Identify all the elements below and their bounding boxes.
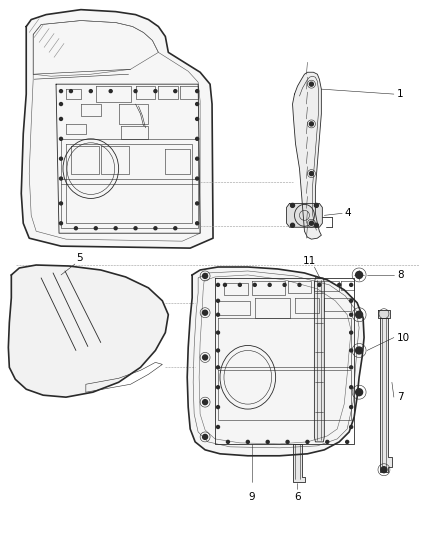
Circle shape (216, 425, 219, 429)
Circle shape (89, 90, 92, 93)
Circle shape (109, 90, 112, 93)
Circle shape (381, 467, 387, 473)
Circle shape (74, 227, 78, 230)
Circle shape (309, 82, 314, 86)
Circle shape (60, 157, 63, 160)
Circle shape (134, 90, 137, 93)
Circle shape (203, 400, 208, 405)
Circle shape (268, 284, 271, 286)
Polygon shape (8, 265, 168, 397)
Circle shape (309, 122, 314, 126)
Circle shape (203, 273, 208, 278)
Circle shape (216, 331, 219, 334)
Circle shape (290, 223, 294, 227)
Circle shape (60, 202, 63, 205)
Circle shape (216, 349, 219, 352)
Circle shape (309, 172, 314, 175)
Text: 4: 4 (344, 208, 351, 219)
Circle shape (196, 177, 198, 180)
Circle shape (216, 406, 219, 409)
Circle shape (356, 311, 363, 318)
Circle shape (196, 157, 198, 160)
Polygon shape (380, 318, 392, 472)
Circle shape (318, 284, 321, 286)
Circle shape (326, 440, 329, 443)
Circle shape (356, 271, 363, 278)
Circle shape (246, 440, 249, 443)
Circle shape (196, 90, 198, 93)
Circle shape (226, 440, 230, 443)
Circle shape (60, 117, 63, 120)
Circle shape (350, 425, 353, 429)
Text: 6: 6 (294, 491, 301, 502)
Circle shape (60, 102, 63, 106)
Polygon shape (293, 444, 305, 482)
Circle shape (216, 284, 219, 286)
Circle shape (350, 349, 353, 352)
Circle shape (266, 440, 269, 443)
Circle shape (154, 227, 157, 230)
Text: 1: 1 (397, 89, 403, 99)
Circle shape (60, 177, 63, 180)
Circle shape (134, 227, 137, 230)
Circle shape (350, 406, 353, 409)
Circle shape (253, 284, 256, 286)
Polygon shape (293, 72, 321, 239)
Circle shape (203, 434, 208, 439)
Circle shape (338, 284, 341, 286)
Circle shape (286, 440, 289, 443)
Text: 11: 11 (303, 256, 316, 266)
Circle shape (298, 284, 301, 286)
Text: 8: 8 (397, 270, 403, 280)
Text: 5: 5 (76, 253, 82, 263)
Circle shape (216, 366, 219, 369)
Circle shape (350, 284, 353, 286)
Circle shape (283, 284, 286, 286)
Circle shape (216, 300, 219, 302)
Circle shape (60, 222, 63, 225)
Circle shape (94, 227, 97, 230)
Circle shape (350, 331, 353, 334)
Circle shape (60, 90, 63, 93)
Circle shape (154, 90, 157, 93)
Circle shape (356, 347, 363, 354)
Circle shape (223, 284, 226, 286)
Text: 10: 10 (397, 333, 410, 343)
Circle shape (216, 313, 219, 316)
Circle shape (216, 386, 219, 389)
Circle shape (174, 90, 177, 93)
Circle shape (70, 90, 72, 93)
Polygon shape (378, 310, 390, 318)
Circle shape (314, 223, 318, 227)
Circle shape (174, 227, 177, 230)
Circle shape (203, 310, 208, 315)
Circle shape (290, 204, 294, 207)
Circle shape (203, 355, 208, 360)
Polygon shape (21, 10, 213, 248)
Polygon shape (187, 267, 364, 456)
Circle shape (196, 202, 198, 205)
Circle shape (60, 138, 63, 140)
Text: 9: 9 (248, 491, 255, 502)
Circle shape (346, 440, 349, 443)
Circle shape (306, 440, 309, 443)
Text: 7: 7 (397, 392, 403, 402)
Circle shape (350, 300, 353, 302)
Circle shape (356, 389, 363, 395)
Circle shape (350, 313, 353, 316)
Circle shape (350, 366, 353, 369)
Circle shape (196, 102, 198, 106)
Circle shape (309, 221, 314, 225)
Circle shape (196, 117, 198, 120)
Circle shape (314, 204, 318, 207)
Circle shape (114, 227, 117, 230)
Circle shape (238, 284, 241, 286)
Circle shape (196, 222, 198, 225)
Polygon shape (314, 278, 324, 442)
Circle shape (196, 138, 198, 140)
Circle shape (350, 386, 353, 389)
Polygon shape (286, 204, 322, 227)
